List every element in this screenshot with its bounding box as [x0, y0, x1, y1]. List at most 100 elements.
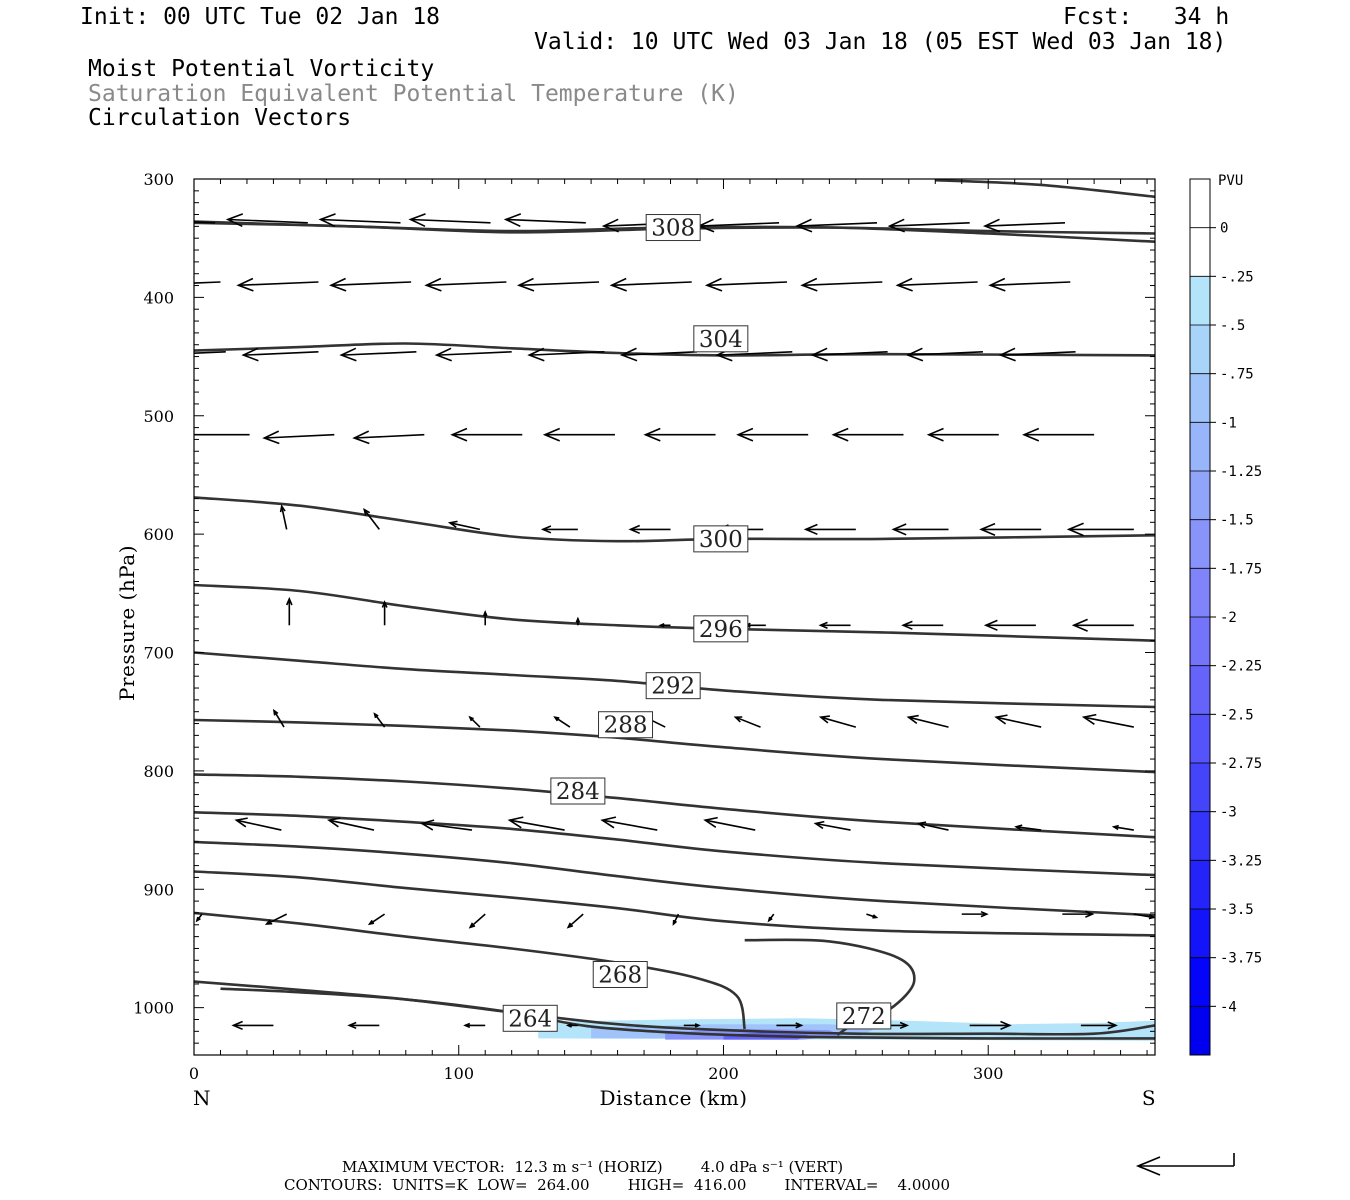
circulation-vector [1022, 427, 1095, 442]
circulation-vector [683, 1023, 701, 1028]
contour-label-box [645, 214, 701, 242]
y-axis-title: Pressure (hPa) [115, 545, 139, 701]
circulation-vector [262, 430, 335, 445]
circulation-vector [916, 821, 949, 831]
colorbar-label: -2.5 [1220, 707, 1254, 723]
circulation-vector [194, 221, 216, 224]
circulation-vector [373, 712, 386, 728]
circulation-vector [272, 708, 285, 728]
circulation-vector [1071, 618, 1134, 632]
colorbar-swatch [1190, 227, 1210, 277]
circulation-vector [736, 427, 809, 442]
colorbar-swatch [1190, 860, 1210, 910]
colorbar-swatch [1190, 811, 1210, 861]
circulation-vector [979, 522, 1042, 536]
circulation-vector [743, 622, 766, 628]
circulation-vector [988, 277, 1071, 292]
theta-es-contour-9 [194, 811, 1155, 877]
circulation-vector [234, 817, 282, 831]
valid-time: Valid: 10 UTC Wed 03 Jan 18 (05 EST Wed … [534, 29, 1227, 55]
theta-es-contour-268 [194, 911, 746, 1030]
circulation-vector [575, 616, 581, 626]
contour-label-box [836, 1002, 892, 1030]
colorbar-swatch [1190, 179, 1210, 229]
contour-label-box [693, 525, 749, 553]
circulation-vector [241, 347, 319, 362]
y-tick-label-400: 400 [143, 288, 174, 307]
field-title-theta-es: Saturation Equivalent Potential Temperat… [88, 81, 739, 107]
circulation-vector [628, 524, 671, 535]
init-time: Init: 00 UTC Tue 02 Jan 18 [80, 4, 441, 30]
circulation-vector [982, 218, 1066, 233]
colorbar-label: -2 [1220, 610, 1237, 626]
circulation-vector [463, 1022, 486, 1029]
circulation-vector [225, 213, 308, 228]
north-end-label: N [193, 1086, 211, 1110]
colorbar-swatch [1190, 763, 1210, 813]
circulation-vector [326, 817, 375, 831]
circulation-vector [450, 427, 523, 442]
circulation-vector [926, 427, 999, 442]
circulation-vector [279, 504, 288, 530]
colorbar-swatch [1190, 276, 1210, 326]
colorbar-label: -.5 [1220, 318, 1245, 334]
contour-label-264: 264 [508, 1006, 552, 1032]
colorbar-label: -4 [1220, 999, 1237, 1015]
circulation-vector [776, 1022, 804, 1029]
circulation-vector [236, 277, 319, 292]
circulation-vector [1062, 910, 1095, 918]
circulation-vector [367, 913, 386, 926]
circulation-vector [565, 1023, 578, 1028]
colorbar-label: -3 [1220, 805, 1237, 821]
y-tick-label-900: 900 [143, 880, 174, 899]
theta-es-contour-288 [194, 718, 1155, 774]
circulation-vector [810, 347, 888, 362]
circulation-vector [503, 213, 586, 228]
contour-info: CONTOURS: UNITS=K LOW= 264.00 HIGH= 416.… [284, 1176, 950, 1194]
circulation-vector [527, 347, 605, 362]
circulation-vector [195, 913, 203, 923]
colorbar-swatch [1190, 665, 1210, 715]
colorbar-swatch [1190, 519, 1210, 569]
colorbar-swatch [1190, 325, 1210, 375]
colorbar-swatch [1190, 373, 1210, 423]
circulation-vector [447, 520, 481, 531]
colorbar-swatch [1190, 957, 1210, 1007]
circulation-vector [866, 913, 879, 919]
colorbar-label: -.75 [1220, 367, 1254, 383]
theta-es-contour-292 [194, 651, 1155, 709]
circulation-vector [901, 620, 944, 630]
circulation-vector [672, 913, 680, 926]
circulation-vector [408, 213, 491, 228]
circulation-vector [540, 525, 578, 534]
colorbar-swatch [1190, 471, 1210, 521]
circulation-vector [905, 347, 983, 362]
circulation-vector [813, 820, 851, 831]
x-tick-label-0: 0 [189, 1064, 199, 1083]
circulation-vector [352, 430, 425, 445]
contour-label-304: 304 [699, 327, 743, 353]
colorbar-label: 0 [1220, 221, 1228, 237]
theta-es-contour-11 [194, 870, 1155, 937]
circulation-vector [1133, 913, 1155, 920]
theta-es-contour-296 [194, 583, 1155, 642]
circulation-vector [285, 596, 293, 626]
circulation-vector [434, 347, 512, 362]
circulation-vector [507, 816, 565, 831]
circulation-vector [704, 277, 788, 292]
circulation-vector [643, 427, 716, 442]
circulation-vector [831, 427, 904, 442]
y-tick-label-1000: 1000 [133, 999, 174, 1018]
circulation-vector [891, 523, 949, 536]
colorbar-label: -2.75 [1220, 756, 1262, 772]
y-tick-label-300: 300 [143, 170, 174, 189]
contour-label-box [693, 615, 749, 643]
theta-es-contour-300 [194, 496, 1155, 543]
circulation-vector [542, 427, 615, 442]
colorbar-swatch [1190, 1006, 1210, 1056]
colorbar-label: -.25 [1220, 269, 1254, 285]
y-tick-label-600: 600 [143, 525, 174, 544]
circulation-vector [468, 715, 481, 728]
circulation-vector [767, 913, 775, 923]
circulation-vector [803, 523, 856, 536]
